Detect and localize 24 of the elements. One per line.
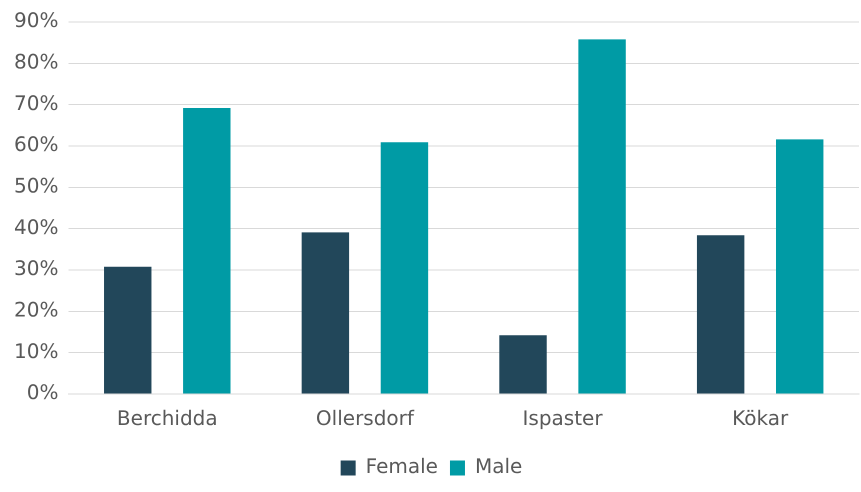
bar <box>183 108 231 394</box>
y-tick-label: 60% <box>14 132 58 156</box>
bar <box>499 335 547 394</box>
bar <box>578 39 626 394</box>
x-tick-label: Kökar <box>732 406 789 430</box>
y-tick-label: 30% <box>14 256 58 280</box>
y-tick-label: 70% <box>14 90 58 115</box>
x-tick-label: Ollersdorf <box>316 406 415 430</box>
legend-label: Female <box>366 454 438 478</box>
y-tick-label: 20% <box>14 298 58 322</box>
y-tick-label: 80% <box>14 50 58 74</box>
bar <box>104 266 152 394</box>
x-tick-label: Berchidda <box>116 406 218 430</box>
y-tick-label: 40% <box>14 214 58 239</box>
y-tick-label: 50% <box>14 174 58 198</box>
x-tick-label: Ispaster <box>522 406 604 430</box>
bar <box>696 235 744 394</box>
legend-label: Male <box>474 454 522 478</box>
bar <box>302 232 350 394</box>
bar <box>776 139 824 394</box>
y-tick-label: 90% <box>14 8 58 32</box>
y-tick-label: 0% <box>26 380 58 404</box>
y-tick-label: 10% <box>14 338 58 363</box>
bar <box>380 142 428 394</box>
